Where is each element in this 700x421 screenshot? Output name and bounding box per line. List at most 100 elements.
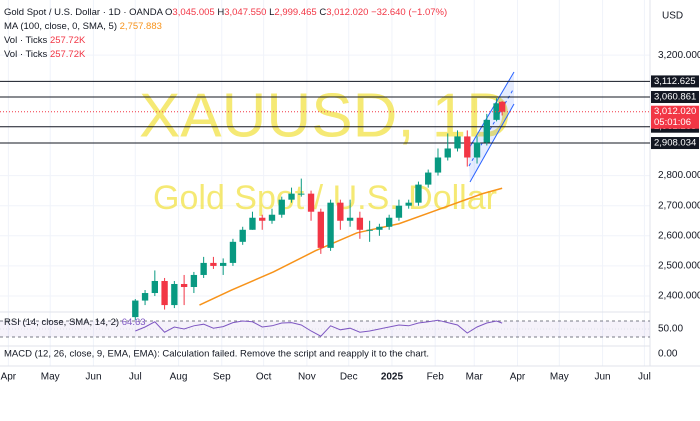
candle-body bbox=[151, 280, 159, 294]
vol-value: 257.72K bbox=[49, 49, 86, 60]
candle-body bbox=[395, 205, 403, 218]
legend-row: RSI (14, close, SMA, 14, 2) 64.63 bbox=[4, 317, 146, 328]
vol-name: Vol · Ticks bbox=[4, 49, 48, 60]
candle-body bbox=[317, 211, 324, 248]
ma-value: 2,757.883 bbox=[119, 21, 162, 32]
candle-body bbox=[498, 101, 506, 112]
channel-line bbox=[467, 71, 515, 151]
y-tick-label: 2,400.000 bbox=[658, 291, 700, 302]
candle-body bbox=[493, 103, 500, 120]
x-tick-label: Dec bbox=[340, 372, 358, 383]
h-key: H bbox=[217, 7, 225, 18]
candle-body bbox=[190, 274, 198, 288]
candle-body bbox=[405, 202, 412, 206]
candle-body bbox=[180, 283, 188, 288]
candle-body bbox=[268, 214, 276, 221]
vol-value: 257.72K bbox=[49, 35, 86, 46]
legend-row: Vol · Ticks 257.72K bbox=[4, 49, 85, 60]
x-tick-label: Feb bbox=[427, 372, 445, 383]
candle-body bbox=[434, 157, 442, 173]
candle-body bbox=[454, 136, 461, 149]
candle-body bbox=[278, 199, 285, 215]
candle-body bbox=[229, 241, 237, 263]
candle-body bbox=[425, 172, 432, 185]
candle-body bbox=[415, 184, 422, 203]
candle-body bbox=[132, 300, 139, 318]
level-label: 3,060.861 bbox=[654, 92, 696, 103]
candle-body bbox=[210, 262, 217, 266]
change: −32.640 (−1.07%) bbox=[371, 7, 448, 18]
watermark-title: XAUUSD, 1D bbox=[139, 81, 511, 150]
level-label: 2,908.034 bbox=[654, 138, 696, 149]
o: 3,045.005 bbox=[172, 7, 215, 18]
x-tick-label: Sep bbox=[213, 372, 231, 383]
candle-body bbox=[307, 193, 315, 212]
x-tick-label: Jul bbox=[129, 372, 142, 383]
x-tick-label: Jun bbox=[85, 372, 101, 383]
x-tick-label: Apr bbox=[1, 372, 17, 383]
x-tick-label: Jun bbox=[595, 372, 611, 383]
candle-body bbox=[473, 142, 481, 158]
candle-body bbox=[161, 280, 168, 306]
y-tick-label: 3,200.000 bbox=[658, 50, 700, 61]
legend-row: Gold Spot / U.S. Dollar · 1D · OANDA O3,… bbox=[4, 7, 447, 18]
legend-row: MA (100, close, 0, SMA, 5) 2,757.883 bbox=[4, 21, 162, 32]
l: 2,999.465 bbox=[274, 7, 317, 18]
candle-body bbox=[220, 262, 227, 266]
candle-body bbox=[483, 119, 490, 143]
candle-body bbox=[444, 148, 451, 158]
candle-body bbox=[346, 217, 354, 221]
x-tick-label: Apr bbox=[510, 372, 526, 383]
symbol: Gold Spot / U.S. Dollar · 1D · OANDA bbox=[4, 7, 163, 18]
last-price-box bbox=[651, 105, 699, 129]
candle-body bbox=[288, 193, 295, 200]
currency: USD bbox=[662, 11, 683, 22]
watermark-subtitle: Gold Spot / U.S. Dollar bbox=[153, 179, 497, 217]
candle-body bbox=[366, 229, 373, 231]
countdown: 05:01:06 bbox=[654, 117, 691, 128]
macd-scale-label: 0.00 bbox=[658, 349, 678, 360]
candle-body bbox=[385, 217, 393, 227]
x-tick-label: 2025 bbox=[381, 372, 404, 383]
level-label: 3,112.625 bbox=[654, 76, 696, 87]
rsi-value: 64.63 bbox=[121, 317, 146, 328]
candle-body bbox=[239, 229, 246, 242]
candle-body bbox=[376, 226, 383, 230]
rsi-line bbox=[135, 319, 503, 337]
y-tick-label: 2,600.000 bbox=[658, 230, 700, 241]
o-key: O bbox=[165, 7, 173, 18]
macd-text: MACD (12, 26, close, 9, EMA, EMA): Calcu… bbox=[4, 349, 429, 360]
candle-body bbox=[464, 136, 471, 158]
rsi-name: RSI (14, close, SMA, 14, 2) bbox=[4, 317, 120, 328]
level-box bbox=[651, 75, 699, 88]
candle-body bbox=[337, 202, 344, 221]
c-key: C bbox=[319, 7, 327, 18]
candle-body bbox=[141, 293, 149, 301]
level-box bbox=[651, 91, 699, 104]
l-key: L bbox=[269, 7, 275, 18]
last-price-label: 3,012.020 bbox=[654, 106, 696, 117]
rsi-tick-label: 50.00 bbox=[658, 324, 683, 335]
vol-name: Vol · Ticks bbox=[4, 35, 48, 46]
x-tick-label: Nov bbox=[298, 372, 316, 383]
x-tick-label: Aug bbox=[170, 372, 188, 383]
ma-name: MA (100, close, 0, SMA, 5) bbox=[4, 21, 117, 32]
c: 3,012.020 bbox=[326, 7, 369, 18]
level-box bbox=[651, 137, 699, 150]
x-tick-label: Mar bbox=[466, 372, 484, 383]
y-tick-label: 2,700.000 bbox=[658, 200, 700, 211]
x-tick-label: May bbox=[41, 372, 60, 383]
y-tick-label: 2,500.000 bbox=[658, 261, 700, 272]
candle-body bbox=[298, 193, 305, 195]
x-tick-label: Jul bbox=[638, 372, 651, 383]
candle-body bbox=[327, 202, 334, 248]
h: 3,047.550 bbox=[224, 7, 267, 18]
x-tick-label: Oct bbox=[256, 372, 272, 383]
x-tick-label: May bbox=[550, 372, 569, 383]
ma-line bbox=[199, 187, 503, 306]
candle-body bbox=[259, 217, 266, 221]
candle-body bbox=[200, 262, 207, 275]
candle-body bbox=[171, 283, 178, 306]
